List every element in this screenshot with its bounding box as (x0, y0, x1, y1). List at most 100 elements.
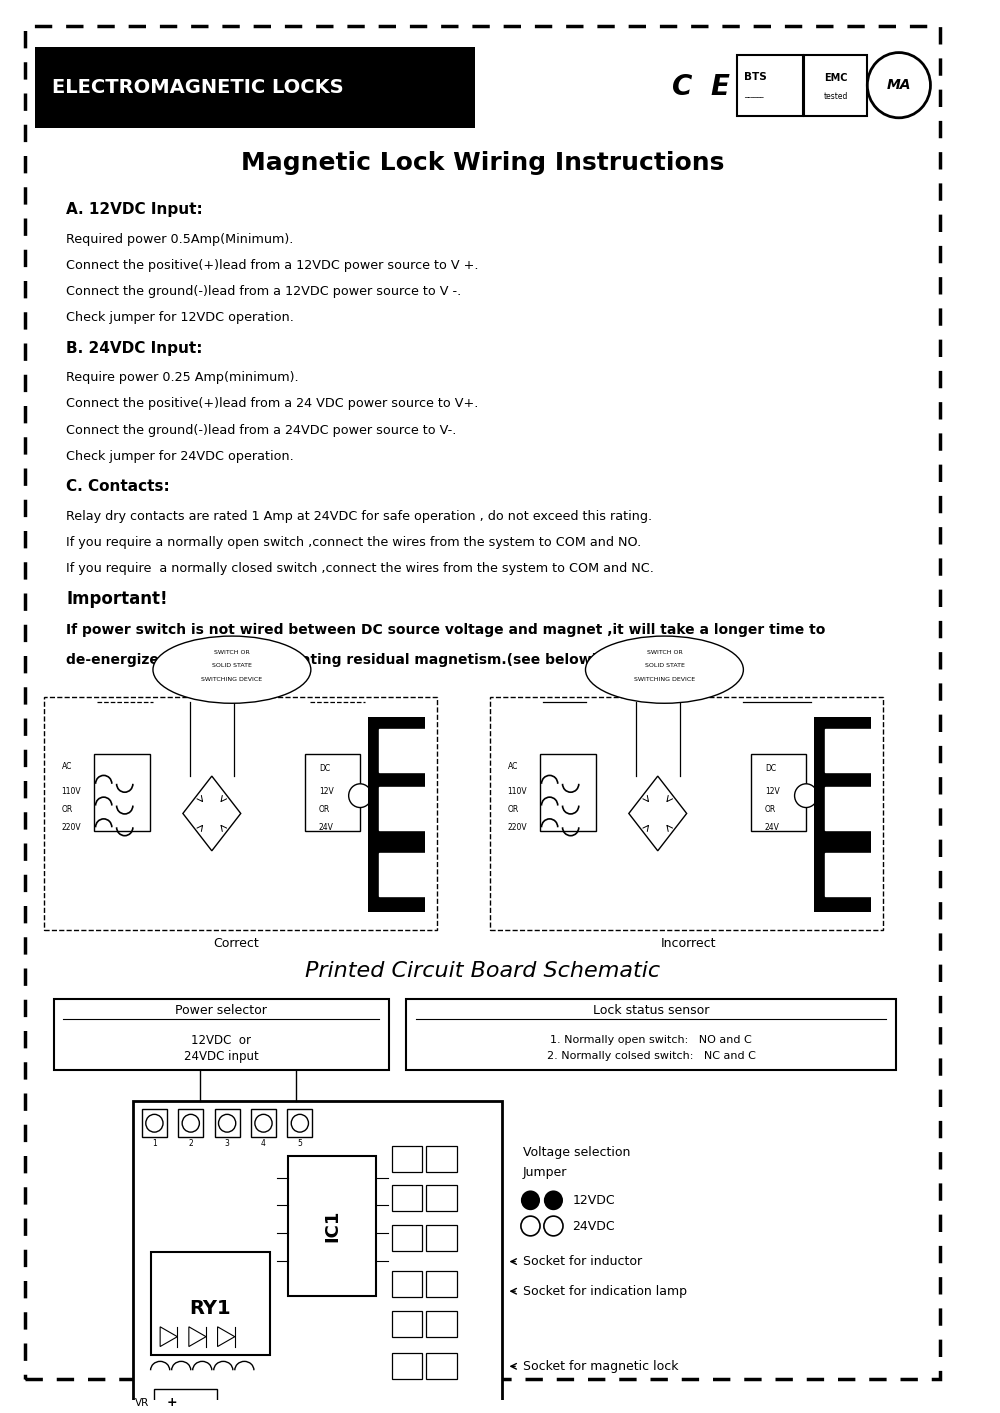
FancyBboxPatch shape (406, 999, 896, 1070)
Text: Important!: Important! (66, 589, 168, 608)
FancyBboxPatch shape (540, 755, 596, 831)
FancyBboxPatch shape (133, 1102, 502, 1413)
Polygon shape (160, 1327, 177, 1347)
FancyBboxPatch shape (379, 853, 425, 896)
Text: 220V: 220V (508, 822, 527, 832)
Text: Incorrect: Incorrect (661, 937, 716, 950)
Text: SOLID STATE: SOLID STATE (212, 663, 252, 668)
Text: OR: OR (62, 805, 73, 814)
Text: ELECTROMAGNETIC LOCKS: ELECTROMAGNETIC LOCKS (52, 78, 344, 96)
FancyBboxPatch shape (379, 787, 425, 829)
Circle shape (146, 1115, 163, 1132)
FancyBboxPatch shape (751, 755, 806, 831)
Text: Lock status sensor: Lock status sensor (593, 1005, 709, 1017)
Text: IC1: IC1 (323, 1210, 341, 1242)
Text: Socket for magnetic lock: Socket for magnetic lock (523, 1359, 678, 1373)
FancyBboxPatch shape (490, 698, 883, 930)
Text: Magnetic Lock Wiring Instructions: Magnetic Lock Wiring Instructions (241, 151, 724, 175)
Polygon shape (629, 776, 687, 851)
Text: MA: MA (887, 78, 911, 92)
Text: B. 24VDC Input:: B. 24VDC Input: (66, 341, 203, 356)
Text: If you require a normally open switch ,connect the wires from the system to COM : If you require a normally open switch ,c… (66, 536, 642, 548)
FancyBboxPatch shape (804, 55, 867, 116)
Text: Jumper: Jumper (523, 1166, 567, 1178)
Text: SWITCH OR: SWITCH OR (214, 650, 250, 656)
Polygon shape (218, 1327, 235, 1347)
Text: SWITCHING DEVICE: SWITCHING DEVICE (201, 677, 262, 682)
Text: 12V: 12V (319, 787, 334, 796)
Text: Voltage selection: Voltage selection (523, 1146, 630, 1160)
Text: 5: 5 (297, 1139, 302, 1149)
Text: Connect the positive(+)lead from a 12VDC power source to V +.: Connect the positive(+)lead from a 12VDC… (66, 259, 479, 273)
Text: Required power 0.5Amp(Minimum).: Required power 0.5Amp(Minimum). (66, 233, 294, 246)
FancyBboxPatch shape (426, 1311, 457, 1337)
Text: BTS: BTS (744, 72, 767, 82)
Text: +: + (166, 1396, 177, 1409)
Text: SWITCHING DEVICE: SWITCHING DEVICE (634, 677, 695, 682)
Text: Printed Circuit Board Schematic: Printed Circuit Board Schematic (305, 961, 660, 981)
FancyBboxPatch shape (379, 729, 425, 771)
FancyBboxPatch shape (814, 718, 871, 911)
FancyBboxPatch shape (44, 698, 437, 930)
FancyBboxPatch shape (737, 55, 803, 116)
Text: 220V: 220V (62, 822, 81, 832)
FancyBboxPatch shape (215, 1109, 240, 1137)
FancyBboxPatch shape (54, 999, 389, 1070)
FancyBboxPatch shape (392, 1354, 422, 1379)
Circle shape (544, 1217, 563, 1236)
FancyBboxPatch shape (825, 787, 871, 829)
Text: DC: DC (319, 764, 330, 773)
Text: 110V: 110V (508, 787, 527, 796)
FancyBboxPatch shape (154, 1389, 217, 1413)
FancyBboxPatch shape (392, 1272, 422, 1297)
Circle shape (795, 784, 818, 807)
Text: SWITCH OR: SWITCH OR (647, 650, 682, 656)
FancyBboxPatch shape (825, 729, 871, 771)
Circle shape (544, 1190, 563, 1210)
Text: ──────: ────── (744, 96, 763, 100)
Text: 24V: 24V (319, 822, 334, 832)
Text: C. Contacts:: C. Contacts: (66, 479, 170, 495)
Text: 110V: 110V (62, 787, 81, 796)
Text: Connect the positive(+)lead from a 24 VDC power source to V+.: Connect the positive(+)lead from a 24 VD… (66, 397, 479, 410)
Text: EMC: EMC (824, 73, 847, 83)
FancyBboxPatch shape (825, 853, 871, 896)
FancyBboxPatch shape (142, 1109, 167, 1137)
Ellipse shape (585, 636, 743, 704)
FancyBboxPatch shape (251, 1109, 276, 1137)
Text: tested: tested (824, 92, 848, 100)
FancyBboxPatch shape (151, 1252, 270, 1355)
Text: 12VDC: 12VDC (573, 1194, 615, 1207)
Text: 1: 1 (152, 1139, 157, 1149)
Text: 2: 2 (188, 1139, 193, 1149)
Text: DC: DC (765, 764, 776, 773)
Text: OR: OR (765, 805, 776, 814)
Circle shape (521, 1190, 540, 1210)
Text: RY1: RY1 (190, 1299, 231, 1318)
Text: 24VDC input: 24VDC input (184, 1050, 259, 1063)
FancyBboxPatch shape (392, 1146, 422, 1171)
Text: de-energize the magnet simulating residual magnetism.(see below): de-energize the magnet simulating residu… (66, 653, 598, 667)
Text: AC: AC (62, 762, 72, 770)
FancyBboxPatch shape (288, 1156, 376, 1296)
FancyBboxPatch shape (392, 1186, 422, 1211)
Text: Relay dry contacts are rated 1 Amp at 24VDC for safe operation , do not exceed t: Relay dry contacts are rated 1 Amp at 24… (66, 510, 652, 523)
Text: AC: AC (508, 762, 518, 770)
Text: SOLID STATE: SOLID STATE (645, 663, 684, 668)
Text: 3: 3 (225, 1139, 230, 1149)
Circle shape (255, 1115, 272, 1132)
Text: Connect the ground(-)lead from a 24VDC power source to V-.: Connect the ground(-)lead from a 24VDC p… (66, 424, 457, 437)
Polygon shape (183, 776, 241, 851)
FancyBboxPatch shape (25, 25, 940, 1379)
Text: Check jumper for 24VDC operation.: Check jumper for 24VDC operation. (66, 449, 294, 462)
Text: If power switch is not wired between DC source voltage and magnet ,it will take : If power switch is not wired between DC … (66, 623, 826, 637)
FancyBboxPatch shape (368, 718, 425, 911)
Circle shape (521, 1217, 540, 1236)
Text: If you require  a normally closed switch ,connect the wires from the system to C: If you require a normally closed switch … (66, 562, 654, 575)
FancyBboxPatch shape (426, 1272, 457, 1297)
Text: OR: OR (508, 805, 519, 814)
Text: 12V: 12V (765, 787, 780, 796)
FancyBboxPatch shape (287, 1109, 312, 1137)
Text: OR: OR (319, 805, 330, 814)
Text: Connect the ground(-)lead from a 12VDC power source to V -.: Connect the ground(-)lead from a 12VDC p… (66, 285, 462, 298)
